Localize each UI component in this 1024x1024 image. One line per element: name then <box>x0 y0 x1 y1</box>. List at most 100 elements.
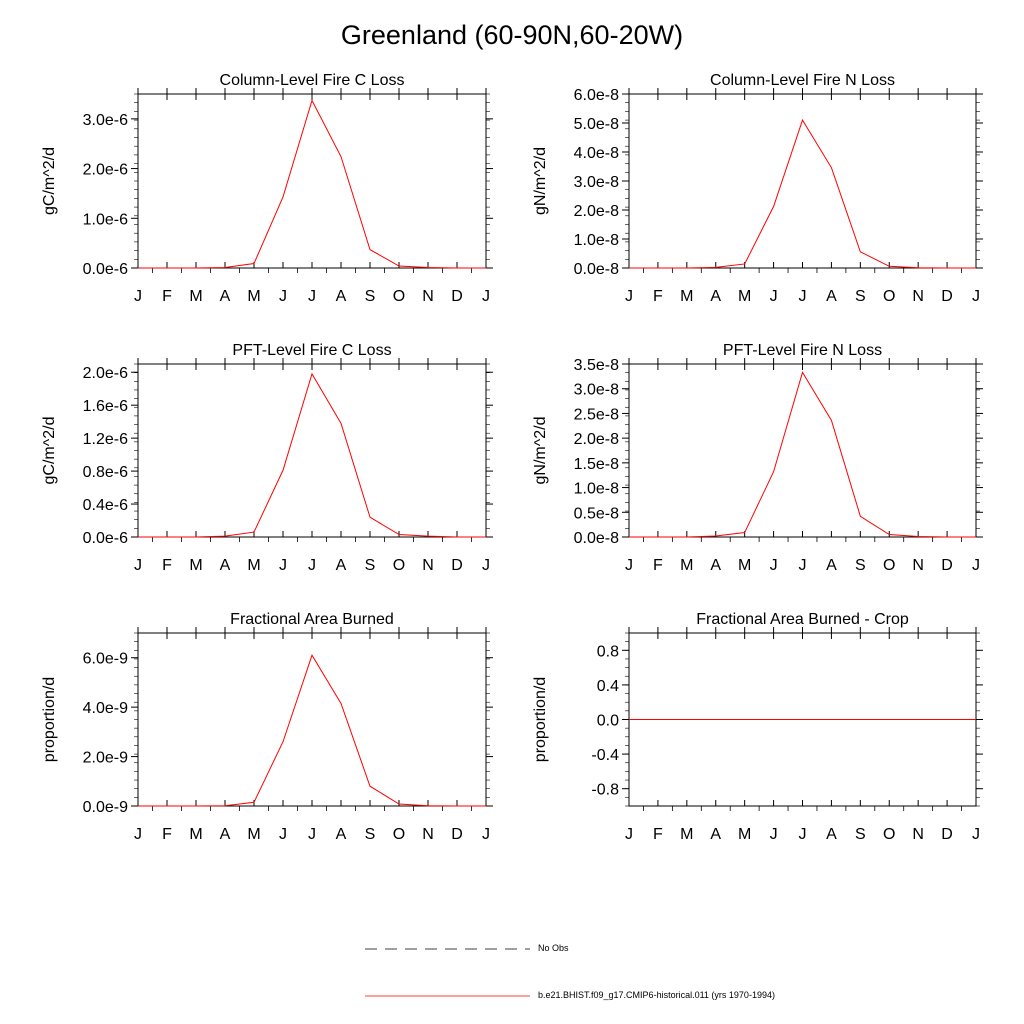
plot-frame <box>628 363 977 538</box>
x-tick-label: J <box>482 288 490 305</box>
series-line <box>629 118 976 269</box>
x-tick-label: J <box>279 557 287 574</box>
x-tick-label: O <box>393 288 405 305</box>
x-tick-label: N <box>912 288 924 305</box>
x-tick-label: S <box>365 557 376 574</box>
x-tick-label: M <box>738 557 751 574</box>
y-axis-label: proportion/d <box>41 677 58 762</box>
x-tick-label: N <box>422 826 434 843</box>
y-tick-label: 0.0e-8 <box>574 530 619 547</box>
x-tick-label: J <box>279 826 287 843</box>
x-tick-label: J <box>799 826 807 843</box>
y-tick-label: 1.0e-8 <box>574 481 619 498</box>
y-tick-label: 0.5e-8 <box>574 505 619 522</box>
y-tick-label: 0.0e-8 <box>574 261 619 278</box>
plot-frame <box>137 632 487 807</box>
x-tick-label: A <box>336 826 347 843</box>
x-tick-label: N <box>422 288 434 305</box>
figure-title: Greenland (60-90N,60-20W) <box>340 20 684 50</box>
y-axis-label: proportion/d <box>532 677 549 762</box>
x-tick-label: J <box>134 288 142 305</box>
x-tick-label: J <box>770 557 778 574</box>
x-tick-label: A <box>336 288 347 305</box>
plot-frame <box>137 363 487 538</box>
x-tick-label: M <box>247 288 260 305</box>
x-tick-label: M <box>247 826 260 843</box>
x-tick-label: J <box>799 288 807 305</box>
x-tick-label: J <box>482 826 490 843</box>
chart-title: Column-Level Fire C Loss <box>220 72 405 89</box>
x-tick-label: J <box>972 288 980 305</box>
x-tick-label: A <box>710 557 721 574</box>
y-axis-label: gN/m^2/d <box>532 147 549 215</box>
y-tick-label: 1.2e-6 <box>83 431 128 448</box>
x-tick-label: J <box>308 826 316 843</box>
chart-title: Column-Level Fire N Loss <box>710 72 895 89</box>
x-tick-label: M <box>247 557 260 574</box>
x-tick-label: A <box>826 557 837 574</box>
x-tick-label: F <box>162 557 172 574</box>
chart-title: Fractional Area Burned - Crop <box>696 611 909 628</box>
x-tick-label: D <box>451 826 463 843</box>
x-tick-label: F <box>162 826 172 843</box>
x-tick-label: A <box>220 557 231 574</box>
x-tick-label: A <box>710 288 721 305</box>
x-tick-label: J <box>279 288 287 305</box>
y-tick-label: 2.0e-8 <box>574 431 619 448</box>
y-tick-label: 1.0e-6 <box>83 211 128 228</box>
x-tick-label: D <box>941 288 953 305</box>
x-tick-label: J <box>972 826 980 843</box>
y-tick-label: 5.0e-8 <box>574 116 619 133</box>
y-tick-label: 0.0e-6 <box>83 261 128 278</box>
chart-title: Fractional Area Burned <box>230 611 394 628</box>
legend-label-model: b.e21.BHIST.f09_g17.CMIP6-historical.011… <box>538 990 775 1000</box>
x-tick-label: D <box>451 557 463 574</box>
y-tick-label: 0.8e-6 <box>83 464 128 481</box>
x-tick-label: M <box>189 557 202 574</box>
y-tick-label: 3.0e-8 <box>574 382 619 399</box>
x-tick-label: N <box>422 557 434 574</box>
x-tick-label: J <box>134 557 142 574</box>
y-tick-label: 0.0e-9 <box>83 799 128 816</box>
x-tick-label: J <box>482 557 490 574</box>
x-tick-label: S <box>365 826 376 843</box>
y-tick-label: 6.0e-8 <box>574 87 619 104</box>
series-line <box>629 371 976 538</box>
x-tick-label: O <box>883 288 895 305</box>
x-tick-label: J <box>972 557 980 574</box>
x-tick-label: S <box>855 826 866 843</box>
x-tick-label: A <box>710 826 721 843</box>
x-tick-label: A <box>336 557 347 574</box>
x-tick-label: J <box>625 826 633 843</box>
x-tick-label: M <box>680 557 693 574</box>
x-tick-label: F <box>653 557 663 574</box>
y-tick-label: 0.0e-6 <box>83 530 128 547</box>
x-tick-label: F <box>162 288 172 305</box>
x-tick-label: O <box>393 557 405 574</box>
x-tick-label: J <box>799 557 807 574</box>
y-tick-label: 3.0e-6 <box>83 112 128 129</box>
x-tick-label: J <box>625 288 633 305</box>
x-tick-label: O <box>883 826 895 843</box>
x-tick-label: O <box>883 557 895 574</box>
series-line <box>138 654 486 807</box>
y-tick-label: 3.5e-8 <box>574 357 619 374</box>
x-tick-label: A <box>220 288 231 305</box>
chart-title: PFT-Level Fire C Loss <box>232 342 391 359</box>
y-tick-label: 0.8 <box>597 643 619 660</box>
x-tick-label: F <box>653 288 663 305</box>
plot-frame <box>137 93 487 269</box>
x-tick-label: D <box>941 557 953 574</box>
y-tick-label: 2.0e-9 <box>83 750 128 767</box>
x-tick-label: A <box>826 826 837 843</box>
x-tick-label: S <box>855 288 866 305</box>
y-tick-label: 3.0e-8 <box>574 174 619 191</box>
y-tick-label: 0.4e-6 <box>83 497 128 514</box>
y-tick-label: 2.0e-6 <box>83 162 128 179</box>
